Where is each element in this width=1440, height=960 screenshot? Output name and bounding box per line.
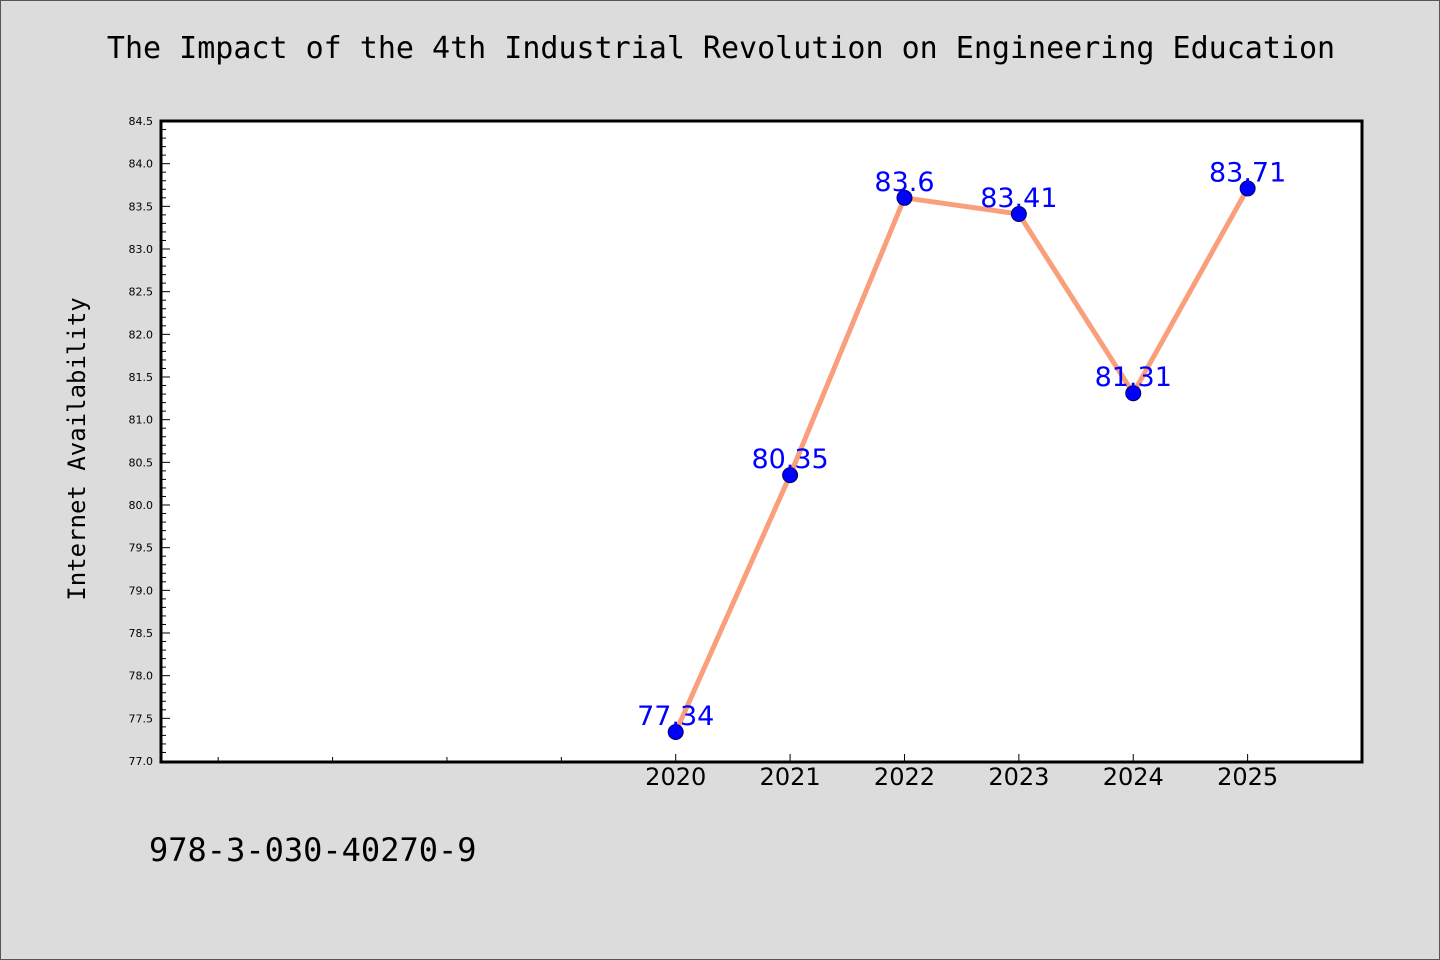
data-point [1010, 206, 1027, 223]
chart-title: The Impact of the 4th Industrial Revolut… [106, 31, 1336, 66]
y-tick-label: 79.5 [129, 542, 154, 555]
data-label: 81.31 [1095, 362, 1172, 393]
y-tick-label: 81.5 [129, 371, 154, 384]
y-tick-label: 80.5 [129, 456, 154, 469]
x-tick-label: 2021 [760, 763, 821, 791]
series-layer: 77.34 80.35 83.6 83.41 81.31 83.71 [637, 157, 1286, 740]
isbn-caption: 978-3-030-40270-9 [149, 831, 477, 869]
data-label: 83.71 [1209, 157, 1286, 188]
x-tick-label: 2025 [1217, 763, 1278, 791]
x-tick-label: 2023 [988, 763, 1049, 791]
y-tick-label: 77.5 [129, 712, 154, 725]
x-axis: 2020 2021 2022 2023 2024 2025 [217, 754, 1278, 791]
data-label: 80.35 [751, 444, 828, 475]
series-line [673, 185, 1251, 735]
y-tick-label: 78.0 [129, 670, 154, 683]
y-tick-label: 81.0 [129, 414, 154, 427]
y-axis-title: Internet Availability [63, 297, 91, 600]
data-label: 83.6 [874, 167, 934, 198]
y-tick-label: 83.0 [129, 243, 154, 256]
y-tick-label: 84.0 [129, 158, 154, 171]
data-label: 77.34 [637, 701, 714, 732]
data-point [1125, 385, 1142, 402]
data-point [896, 189, 913, 206]
y-tick-label: 84.5 [129, 115, 154, 128]
y-tick-label: 82.0 [129, 328, 154, 341]
y-tick-label: 82.5 [129, 286, 154, 299]
data-point [667, 723, 684, 740]
data-point [782, 467, 799, 484]
data-point [1239, 180, 1256, 197]
x-tick-label: 2020 [645, 763, 706, 791]
y-tick-label: 78.5 [129, 627, 154, 640]
y-tick-label: 83.5 [129, 200, 154, 213]
x-tick-label: 2024 [1103, 763, 1164, 791]
y-tick-label: 77.0 [129, 755, 154, 768]
y-tick-label: 79.0 [129, 584, 154, 597]
data-label: 83.41 [980, 183, 1057, 214]
x-tick-label: 2022 [874, 763, 935, 791]
y-tick-label: 80.0 [129, 499, 154, 512]
plot-area [159, 119, 1364, 764]
y-axis: 77.0 77.5 78.0 78.5 79.0 79.5 80.0 80.5 81.0 81.5… [129, 115, 170, 768]
